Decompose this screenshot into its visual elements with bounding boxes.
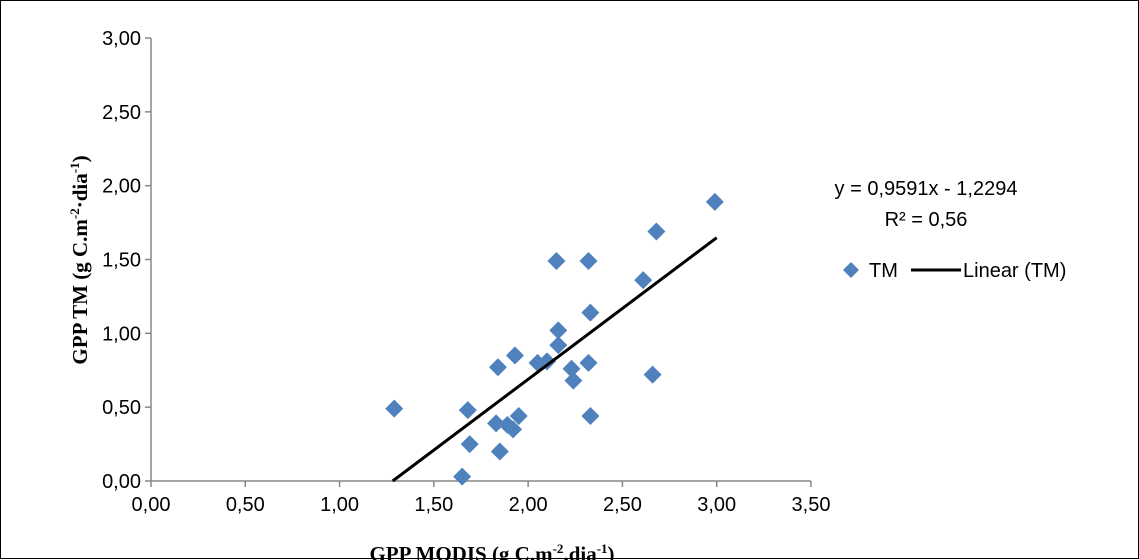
data-point <box>705 192 724 211</box>
data-point <box>581 407 600 426</box>
data-point <box>647 222 666 241</box>
y-tick-label: 1,50 <box>102 250 141 272</box>
data-point <box>549 321 568 340</box>
y-tick-label: 1,00 <box>102 323 141 345</box>
data-point <box>385 399 404 418</box>
x-tick-label: 3,00 <box>697 494 736 516</box>
x-axis-title: GPP MODIS (g C.m-2.dia-1) <box>369 541 614 560</box>
r-squared-label: R² = 0,56 <box>885 209 968 231</box>
data-point <box>509 407 528 426</box>
trendline-segment <box>391 236 718 483</box>
regression-equation: y = 0,9591x - 1,2294 <box>835 178 1018 200</box>
data-point <box>547 251 566 270</box>
x-tick-label: 0,50 <box>226 494 265 516</box>
axes <box>145 37 812 487</box>
y-tick-label: 3,00 <box>102 28 141 50</box>
x-tick-label: 2,50 <box>603 494 642 516</box>
legend-label-tm: TM <box>869 260 898 282</box>
data-point <box>487 414 506 433</box>
data-point <box>460 435 479 454</box>
x-tick-label: 1,50 <box>414 494 453 516</box>
legend-marker-diamond <box>843 262 859 278</box>
data-point <box>538 352 556 371</box>
trendline <box>391 236 718 483</box>
data-point <box>453 467 472 486</box>
x-tick-label: 3,50 <box>792 494 831 516</box>
data-point <box>562 359 581 378</box>
data-point <box>579 251 598 270</box>
data-point <box>488 358 507 377</box>
data-point <box>505 346 524 365</box>
data-point <box>549 336 568 355</box>
data-point <box>498 415 517 434</box>
y-axis-title: GPP TM (g C.m-2·dia-1) <box>67 155 92 364</box>
data-point <box>490 442 509 461</box>
y-tick-label: 0,00 <box>102 471 141 493</box>
data-points <box>385 192 724 486</box>
legend: TM Linear (TM) <box>843 260 1066 282</box>
y-tick-label: 2,50 <box>102 102 141 124</box>
y-tick-label: 2,00 <box>102 176 141 198</box>
data-point <box>458 401 477 420</box>
data-point <box>504 420 523 439</box>
x-tick-label: 0,00 <box>132 494 171 516</box>
data-point <box>643 365 662 384</box>
y-tick-label: 0,50 <box>102 397 141 419</box>
legend-label-linear: Linear (TM) <box>963 260 1066 282</box>
data-point <box>564 371 583 390</box>
x-tick-label: 1,00 <box>320 494 359 516</box>
data-point <box>581 303 600 322</box>
data-point <box>634 271 653 290</box>
tick-labels: 0,00 0,50 1,00 1,50 2,00 2,50 3,00 0,00 0,50 1,00… <box>102 28 830 516</box>
data-point <box>579 353 598 372</box>
x-tick-label: 2,00 <box>509 494 548 516</box>
